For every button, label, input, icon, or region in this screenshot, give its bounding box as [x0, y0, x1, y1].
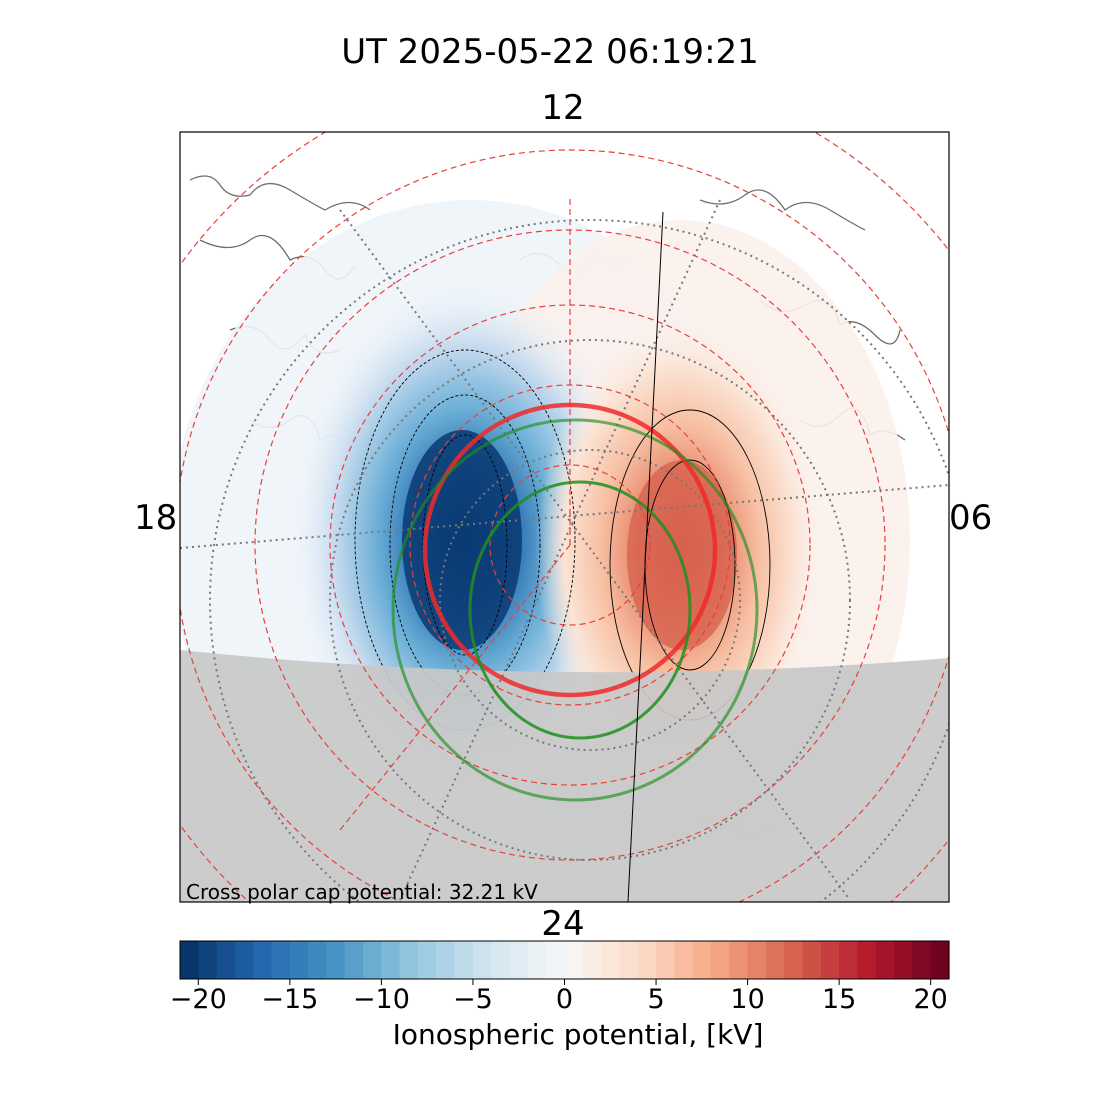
- colorbar-segment: [363, 941, 383, 979]
- mlt-label-midnight: 24: [541, 904, 585, 944]
- colorbar-segment: [271, 941, 291, 979]
- colorbar-segment: [912, 941, 932, 979]
- colorbar-segment: [253, 941, 273, 979]
- colorbar-segment: [216, 941, 236, 979]
- colorbar-segment: [509, 941, 529, 979]
- plot-title: UT 2025-05-22 06:19:21: [341, 32, 759, 72]
- mlt-label-noon: 12: [541, 88, 585, 128]
- colorbar-tick-label: 10: [730, 984, 765, 1015]
- colorbar-segment: [491, 941, 511, 979]
- colorbar-segment: [234, 941, 254, 979]
- colorbar-label: Ionospheric potential, [kV]: [392, 1018, 764, 1051]
- colorbar-tick-label: −20: [169, 984, 227, 1015]
- colorbar-segment: [637, 941, 657, 979]
- mlt-label-dawn: 06: [949, 498, 993, 538]
- colorbar-tick-label: 5: [647, 984, 665, 1015]
- colorbar-segment: [289, 941, 309, 979]
- colorbar-segment: [674, 941, 694, 979]
- colorbar-segment: [857, 941, 877, 979]
- colorbar-segment: [820, 941, 840, 979]
- dusk-cell-core: [402, 430, 522, 650]
- colorbar-segment: [784, 941, 804, 979]
- colorbar-segment: [601, 941, 621, 979]
- colorbar-segment: [692, 941, 712, 979]
- mlt-label-dusk: 18: [134, 498, 178, 538]
- night-shading: [180, 650, 949, 902]
- colorbar-tick-label: 20: [913, 984, 948, 1015]
- colorbar-segment: [839, 941, 859, 979]
- colorbar-segment: [326, 941, 346, 979]
- colorbar-segment: [894, 941, 913, 979]
- oval-boundary-green-inner: [468, 480, 692, 740]
- map-frame: [179, 131, 950, 903]
- colorbar-segment: [619, 941, 639, 979]
- colorbar-segment: [180, 941, 199, 979]
- colorbar-segment: [710, 941, 730, 979]
- colorbar-segment: [344, 941, 364, 979]
- colorbar-segment: [656, 941, 675, 979]
- colorbar-segment: [875, 941, 895, 979]
- colorbar-tick-label: 15: [821, 984, 857, 1015]
- colorbar-segment: [436, 941, 456, 979]
- geographic-grid: [180, 199, 949, 902]
- noon-midnight-meridian: [627, 211, 664, 902]
- colorbar-segment: [747, 941, 767, 979]
- oval-boundary-red: [422, 402, 718, 698]
- colorbar-segment: [546, 941, 566, 979]
- colorbar-segment: [527, 941, 547, 979]
- colorbar-segment: [564, 941, 584, 979]
- colorbar-segment: [765, 941, 785, 979]
- colorbar-segment: [198, 941, 218, 979]
- cross-polar-cap-annotation: Cross polar cap potential: 32.21 kV: [186, 880, 538, 904]
- map-content: [180, 132, 949, 902]
- colorbar: [180, 941, 950, 979]
- colorbar-tick-label: −15: [261, 984, 319, 1015]
- oval-boundary-green-outer: [391, 418, 759, 802]
- colorbar-segment: [472, 941, 492, 979]
- colorbar-segment: [454, 941, 474, 979]
- colorbar-tick-label: −5: [453, 984, 493, 1015]
- colorbar-tick-label: −10: [352, 984, 410, 1015]
- colorbar-segment: [399, 941, 419, 979]
- colorbar-segment: [582, 941, 602, 979]
- colorbar-segment: [802, 941, 822, 979]
- colorbar-tick-label: 0: [555, 984, 574, 1015]
- colorbar-segment: [729, 941, 749, 979]
- colorbar-ticks: [197, 979, 932, 985]
- colorbar-segment: [930, 941, 950, 979]
- magnetic-grid: [180, 132, 949, 902]
- colorbar-segment: [381, 941, 401, 979]
- colorbar-segment: [418, 941, 437, 979]
- colorbar-segment: [308, 941, 328, 979]
